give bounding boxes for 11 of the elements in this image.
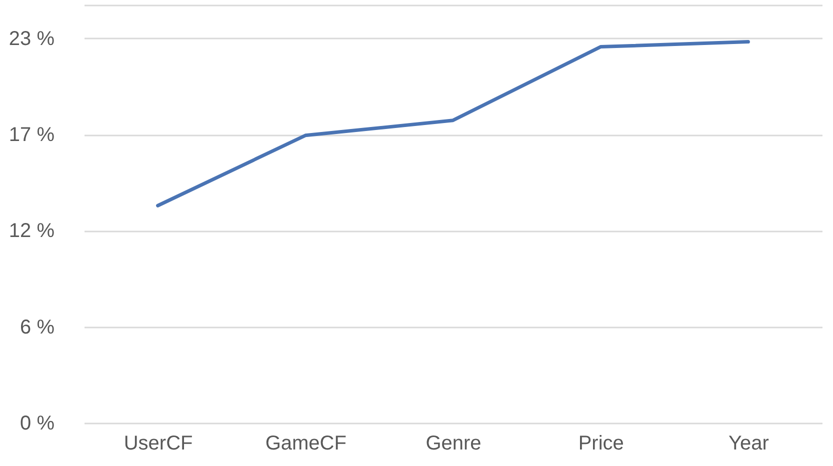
y-tick-label: 17 % [8, 124, 55, 146]
x-tick-label: GameCF [265, 432, 346, 454]
y-tick-label: 6 % [20, 316, 55, 338]
line-series [156, 40, 750, 208]
y-tick-label: 12 % [8, 220, 55, 242]
x-tick-label: Price [578, 432, 624, 454]
x-tick-label: Genre [426, 432, 482, 454]
y-tick-label: 0 % [20, 412, 55, 434]
y-tick-label: 23 % [8, 28, 55, 50]
x-tick-label: UserCF [124, 432, 193, 454]
x-tick-label: Year [728, 432, 770, 454]
